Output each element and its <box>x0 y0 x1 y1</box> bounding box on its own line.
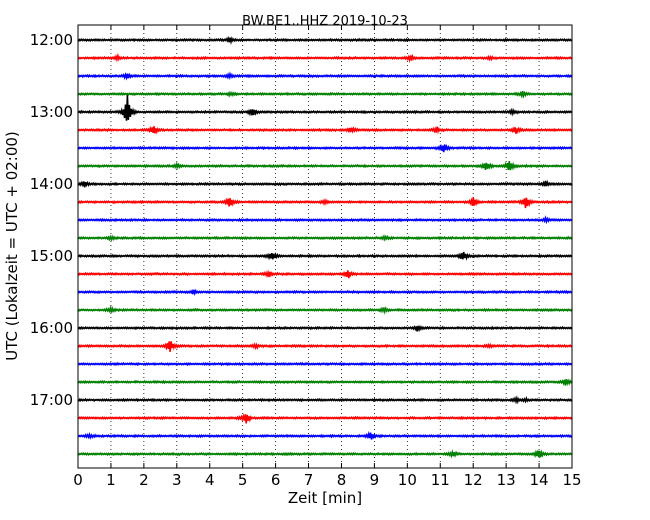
x-tick-label: 9 <box>370 471 380 489</box>
x-axis-label: Zeit [min] <box>288 489 362 507</box>
trace-1700 <box>77 395 573 405</box>
trace-1200 <box>77 35 573 45</box>
y-tick-label: 14:00 <box>30 175 73 193</box>
trace-1515 <box>77 269 573 279</box>
y-axis-ticks: 12:00 13:00 14:00 15:00 16:00 17:00 <box>30 31 572 409</box>
y-tick-label: 13:00 <box>30 103 73 121</box>
plot-frame <box>77 24 573 469</box>
trace-1630 <box>77 361 573 367</box>
x-tick-label: 1 <box>106 471 116 489</box>
trace-1730 <box>77 430 573 440</box>
x-tick-label: 10 <box>398 471 417 489</box>
x-tick-label: 6 <box>271 471 281 489</box>
trace-1645 <box>77 378 573 387</box>
x-tick-label: 5 <box>238 471 248 489</box>
x-axis-ticks: 0 1 2 3 4 5 6 7 8 9 10 11 12 13 14 15 <box>73 25 582 489</box>
trace-1415 <box>77 197 573 209</box>
trace-1300 <box>77 95 573 121</box>
x-tick-label: 12 <box>464 471 483 489</box>
y-axis-label: UTC (Lokalzeit = UTC + 02:00) <box>3 131 21 361</box>
trace-1615 <box>77 341 573 352</box>
trace-1530 <box>77 288 573 297</box>
y-tick-label: 12:00 <box>30 31 73 49</box>
trace-1315 <box>77 125 573 135</box>
trace-1400 <box>77 179 573 188</box>
x-tick-label: 14 <box>530 471 549 489</box>
x-tick-label: 7 <box>304 471 314 489</box>
trace-1600 <box>77 324 573 333</box>
trace-1430 <box>77 215 573 225</box>
trace-1545 <box>77 305 573 315</box>
y-tick-label: 17:00 <box>30 391 73 409</box>
x-tick-label: 4 <box>205 471 215 489</box>
trace-1330 <box>77 143 573 153</box>
x-tick-label: 13 <box>497 471 516 489</box>
grid-lines <box>110 25 540 468</box>
x-tick-label: 0 <box>73 471 83 489</box>
seismic-traces <box>77 35 573 459</box>
y-tick-label: 15:00 <box>30 247 73 265</box>
x-tick-label: 8 <box>337 471 347 489</box>
trace-1715 <box>77 413 573 424</box>
trace-1215 <box>77 52 573 64</box>
x-tick-label: 11 <box>431 471 450 489</box>
trace-1245 <box>77 90 573 100</box>
x-tick-label: 15 <box>562 471 581 489</box>
trace-1345 <box>77 161 573 171</box>
trace-1445 <box>77 234 573 242</box>
x-tick-label: 3 <box>172 471 182 489</box>
y-tick-label: 16:00 <box>30 319 73 337</box>
trace-1500 <box>77 251 573 261</box>
chart-title: BW.BE1..HHZ 2019-10-23 <box>242 14 408 29</box>
x-tick-label: 2 <box>139 471 149 489</box>
trace-1745 <box>77 449 573 459</box>
trace-1230 <box>77 71 573 81</box>
